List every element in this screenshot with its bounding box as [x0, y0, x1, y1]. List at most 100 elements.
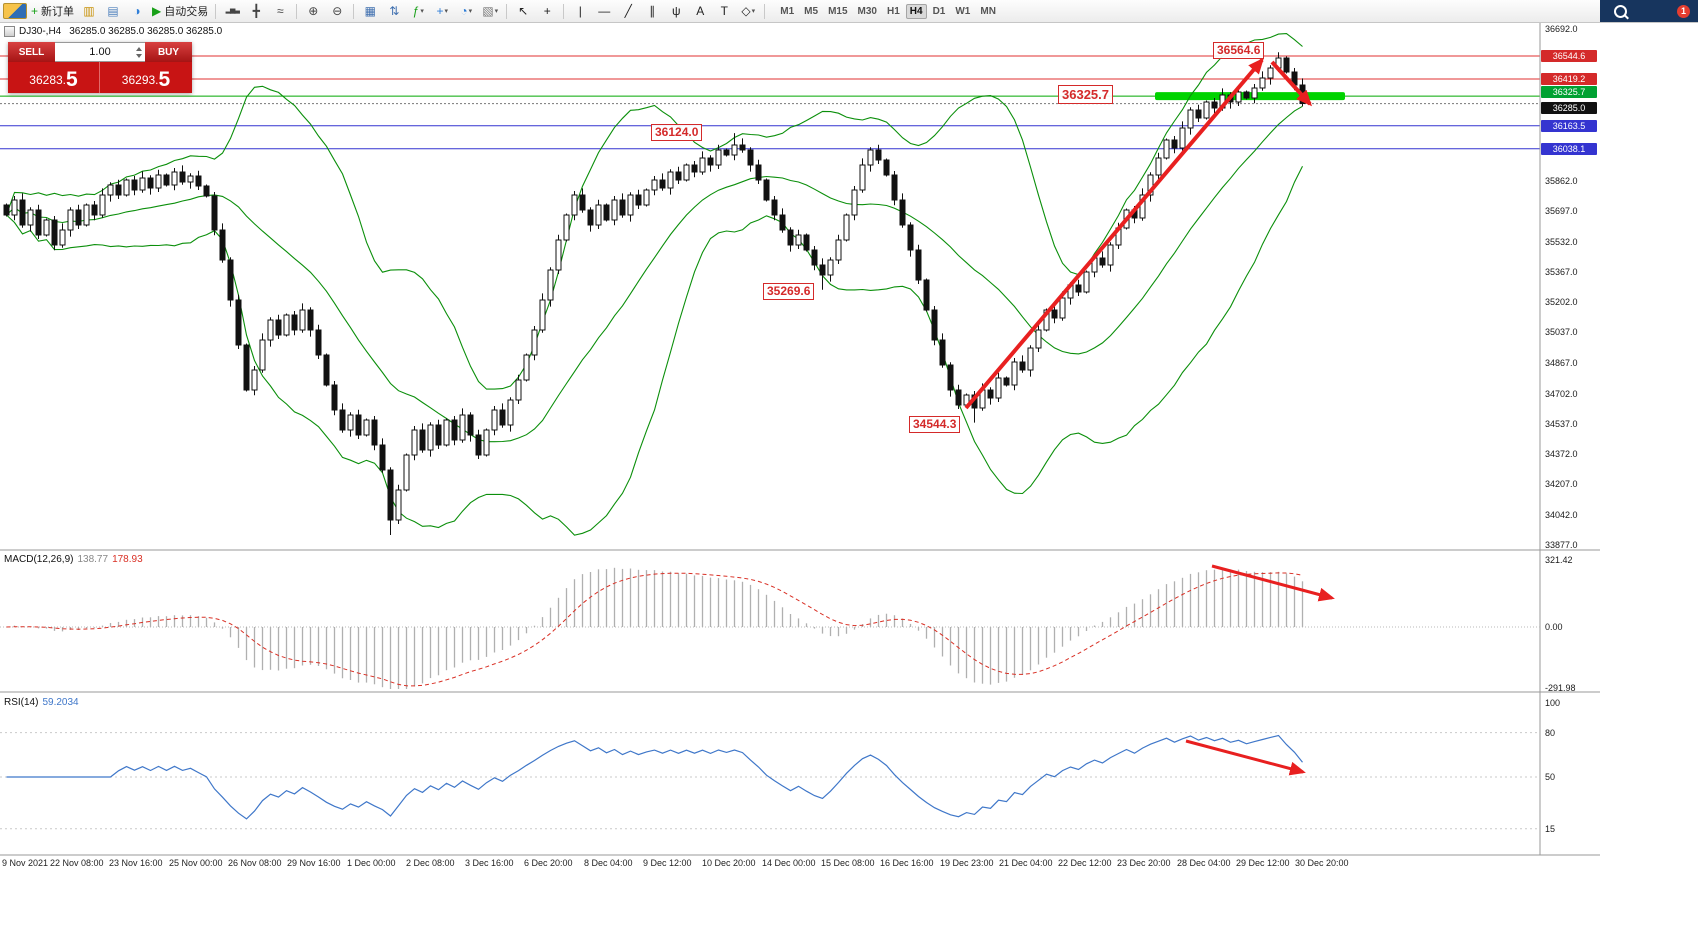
charts-icon[interactable]: ▥ — [78, 2, 100, 20]
bollinger-layer — [5, 33, 1303, 536]
trend-up-arrow — [964, 57, 1264, 410]
autotrade-button[interactable]: ▶ 自动交易 — [150, 2, 210, 20]
shapes-icon[interactable]: ◇ ▾ — [737, 2, 759, 20]
profiles-icon: ▤ — [107, 4, 119, 18]
rsi-name: RSI(14) — [4, 697, 39, 708]
volume-stepper[interactable] — [136, 47, 142, 58]
timeframe-button-h4[interactable]: H4 — [905, 3, 927, 19]
timeframe-button-mn[interactable]: MN — [980, 5, 996, 17]
macd-value-main: 138.77 — [77, 554, 109, 565]
arrange-icon[interactable]: ⇅ — [383, 2, 405, 20]
new-chart-icon[interactable]: + ▾ — [431, 2, 453, 20]
pitchfork-icon: ψ — [671, 4, 681, 18]
candlestick-chart-icon: ╋ — [252, 4, 260, 18]
market-watch-icon[interactable]: ◑ — [126, 2, 148, 20]
mt-logo[interactable] — [3, 3, 27, 19]
toolbar-button-label: 新订单 — [41, 6, 75, 18]
zoom-out-icon: ⊖ — [332, 4, 343, 18]
timeframe-button-m15[interactable]: M15 — [828, 5, 848, 17]
new-chart-icon: + — [436, 4, 444, 18]
separators-layer — [0, 22, 1600, 856]
profiles-icon[interactable]: ▤ — [102, 2, 124, 20]
text-icon: A — [696, 4, 705, 18]
zoom-in-icon: ⊕ — [308, 4, 319, 18]
template-icon[interactable]: ▧ ▾ — [479, 2, 501, 20]
sell-price-display[interactable]: 36283. 5 — [8, 62, 100, 93]
rsi-value: 59.2034 — [42, 697, 79, 708]
bar-chart-icon[interactable]: ▂▅▃ — [221, 2, 243, 20]
vertical-line-icon[interactable]: | — [569, 2, 591, 20]
text-label-icon[interactable]: T — [713, 2, 735, 20]
timeframe-group: M1 M5 M15 M30 H1 H4 D1 W1 MN — [775, 3, 1001, 19]
timeframe-button-m30[interactable]: M30 — [857, 5, 877, 17]
macd-down-arrow — [1211, 564, 1335, 602]
search-icon[interactable] — [1614, 4, 1627, 18]
dropdown-caret-icon: ▾ — [420, 8, 424, 15]
macd-name: MACD(12,26,9) — [4, 554, 74, 565]
toolbar-items: + 新订单 ▥ ▤ ◑ ▶ 自动交易 ▂▅▃ ╋ ≈ ⊕ ⊖ ▦ ⇅ ƒ ▾ + ▾ ◔ ▾ ▧ ▾ ↖ + | — ╱ ∥ ψ A T ◇ ▾ — [0, 0, 769, 22]
pitchfork-icon[interactable]: ψ — [665, 2, 687, 20]
trendline-icon: ╱ — [624, 4, 632, 18]
buy-button[interactable]: BUY — [145, 42, 192, 62]
zoom-in-icon[interactable]: ⊕ — [302, 2, 324, 20]
rsi-layer — [0, 732, 1540, 830]
channel-icon[interactable]: ∥ — [641, 2, 663, 20]
sell-button[interactable]: SELL — [8, 42, 55, 62]
autotrade-icon: ▶ — [152, 4, 162, 18]
buy-price-display[interactable]: 36293. 5 — [100, 62, 192, 93]
timeframe-button-m1[interactable]: M1 — [780, 5, 795, 17]
line-chart-icon: ≈ — [276, 4, 284, 18]
shapes-icon: ◇ — [741, 4, 751, 18]
rsi-indicator-label: RSI(14) 59.2034 — [4, 697, 79, 708]
zoom-out-icon[interactable]: ⊖ — [326, 2, 348, 20]
volume-input[interactable]: 1.00 — [55, 42, 145, 62]
crosshair-icon[interactable]: + — [536, 2, 558, 20]
one-click-trading-panel: SELL 1.00 BUY 36283. 5 36293. 5 — [8, 42, 192, 93]
charts-icon: ▥ — [83, 4, 95, 18]
indicators-icon[interactable]: ƒ ▾ — [407, 2, 429, 20]
stepper-up-icon[interactable] — [136, 47, 142, 51]
dropdown-caret-icon: ▾ — [494, 8, 499, 15]
toolbar-button-label: 自动交易 — [164, 6, 209, 18]
cursor-icon[interactable]: ↖ — [512, 2, 534, 20]
horizontal-line-icon: — — [598, 4, 611, 18]
template-icon: ▧ — [482, 4, 494, 18]
market-watch-icon: ◑ — [133, 4, 141, 18]
reversal-down-arrow — [1270, 60, 1313, 107]
buy-price-main: 36293. — [121, 73, 159, 87]
dropdown-caret-icon: ▾ — [751, 8, 756, 15]
timeframe-button-h1[interactable]: H1 — [886, 5, 900, 17]
stepper-down-icon[interactable] — [136, 54, 142, 58]
toolbar-separator — [563, 3, 565, 19]
macd-value-signal: 178.93 — [112, 554, 143, 565]
macd-layer — [0, 567, 1540, 689]
line-chart-icon[interactable]: ≈ — [269, 2, 291, 20]
new-order-button[interactable]: + 新订单 — [29, 2, 76, 20]
buy-price-frac: 5 — [158, 68, 171, 91]
dropdown-caret-icon: ▾ — [468, 8, 473, 15]
chart-icon — [4, 26, 15, 37]
tile-windows-icon[interactable]: ▦ — [359, 2, 381, 20]
toolbar-separator — [764, 3, 766, 19]
text-icon[interactable]: A — [689, 2, 711, 20]
indicators-icon: ƒ — [412, 4, 420, 18]
bar-chart-icon: ▂▅▃ — [225, 7, 240, 14]
toolbar-separator — [506, 3, 508, 19]
dropdown-caret-icon: ▾ — [444, 8, 449, 15]
crosshair-icon: + — [543, 4, 551, 18]
timeframe-button-m5[interactable]: M5 — [804, 5, 819, 17]
timeframe-button-w1[interactable]: W1 — [955, 5, 971, 17]
macd-indicator-label: MACD(12,26,9) 138.77 178.93 — [4, 554, 143, 565]
trendline-icon[interactable]: ╱ — [617, 2, 639, 20]
horizontal-line-icon[interactable]: — — [593, 2, 615, 20]
sell-price-frac: 5 — [66, 68, 78, 91]
timeframe-button-d1[interactable]: D1 — [932, 5, 946, 17]
candlestick-chart-icon[interactable]: ╋ — [245, 2, 267, 20]
cursor-icon: ↖ — [518, 4, 529, 18]
period-icon[interactable]: ◔ ▾ — [455, 2, 477, 20]
text-label-icon: T — [720, 4, 728, 18]
notification-badge[interactable]: 1 — [1677, 4, 1690, 18]
new-order-icon: + — [31, 4, 39, 18]
